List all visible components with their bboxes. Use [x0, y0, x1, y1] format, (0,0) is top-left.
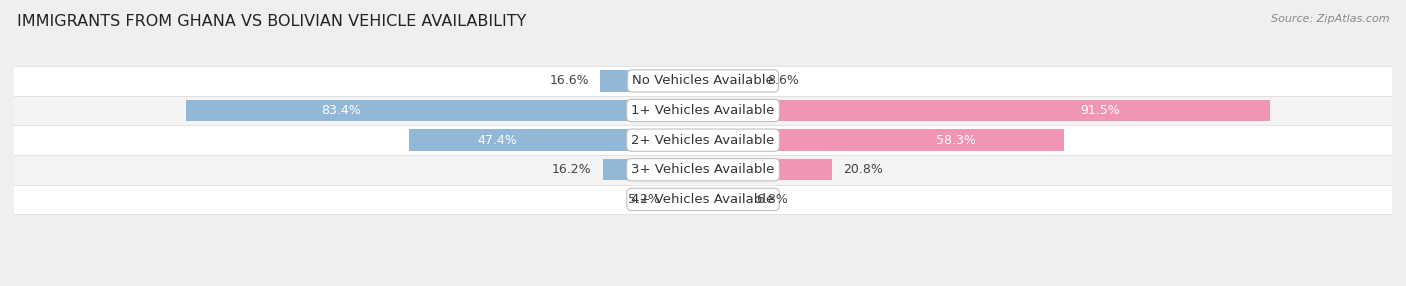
Text: 16.2%: 16.2% [553, 163, 592, 176]
Bar [0, 184, 1406, 214]
Bar [0, 66, 1406, 96]
Text: 8.6%: 8.6% [768, 74, 799, 88]
Text: 5.2%: 5.2% [628, 193, 659, 206]
Bar [0, 155, 1406, 184]
Text: 16.6%: 16.6% [550, 74, 589, 88]
Bar [703, 159, 832, 180]
Bar [600, 70, 703, 92]
Bar [703, 130, 1064, 151]
Bar [703, 100, 1271, 121]
Text: 20.8%: 20.8% [844, 163, 883, 176]
Bar [409, 130, 703, 151]
Bar [0, 125, 1406, 155]
Text: 4+ Vehicles Available: 4+ Vehicles Available [631, 193, 775, 206]
Bar [186, 100, 703, 121]
Text: 58.3%: 58.3% [936, 134, 976, 147]
Text: 3+ Vehicles Available: 3+ Vehicles Available [631, 163, 775, 176]
Text: 2+ Vehicles Available: 2+ Vehicles Available [631, 134, 775, 147]
Text: 6.8%: 6.8% [756, 193, 787, 206]
Text: IMMIGRANTS FROM GHANA VS BOLIVIAN VEHICLE AVAILABILITY: IMMIGRANTS FROM GHANA VS BOLIVIAN VEHICL… [17, 14, 526, 29]
Text: 1+ Vehicles Available: 1+ Vehicles Available [631, 104, 775, 117]
Text: 47.4%: 47.4% [478, 134, 517, 147]
Bar [703, 70, 756, 92]
Text: 83.4%: 83.4% [321, 104, 361, 117]
Bar [671, 189, 703, 210]
Text: No Vehicles Available: No Vehicles Available [633, 74, 773, 88]
Bar [703, 189, 745, 210]
Bar [0, 96, 1406, 125]
Bar [603, 159, 703, 180]
Text: Source: ZipAtlas.com: Source: ZipAtlas.com [1271, 14, 1389, 24]
Text: 91.5%: 91.5% [1080, 104, 1121, 117]
